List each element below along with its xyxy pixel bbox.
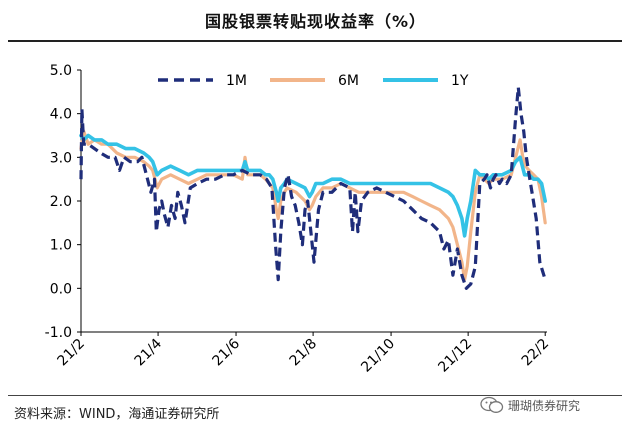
series-line-1y: [79, 133, 547, 238]
y-tick-label: 3.0: [50, 150, 72, 166]
y-tick-label: 4.0: [50, 107, 72, 123]
watermark-text: 珊瑚债券研究: [508, 399, 581, 413]
x-tick-label: 21/6: [210, 336, 244, 370]
chart: -1.00.01.02.03.04.05.021/2 21/4 21/6 21/8 21…: [45, 63, 553, 376]
y-tick-label: 1.0: [50, 238, 72, 254]
wechat-icon: [480, 396, 504, 413]
series-line-6m: [79, 129, 547, 282]
series-layer: [79, 85, 547, 290]
source-note: 资料来源：WIND，海通证券研究所: [14, 407, 220, 422]
series-line-1m: [79, 85, 547, 290]
title-rule: [8, 40, 622, 42]
legend: 1M 6M 1Y: [158, 73, 469, 89]
y-tick-label: 0.0: [50, 281, 72, 297]
legend-label-6m: 6M: [338, 73, 359, 89]
y-tick-label: -1.0: [45, 325, 72, 341]
x-tick-label: 21/12: [435, 336, 475, 376]
x-tick-label: 21/8: [287, 336, 321, 370]
source-rule: [8, 395, 622, 396]
chart-title: 国股银票转贴现收益率（%）: [204, 12, 427, 31]
y-tick-label: 5.0: [50, 63, 72, 79]
x-tick-label: 21/10: [358, 336, 398, 376]
legend-label-1y: 1Y: [451, 73, 469, 89]
x-tick-label: 22/2: [519, 336, 553, 370]
x-tick-label: 21/4: [132, 336, 166, 370]
legend-label-1m: 1M: [226, 73, 247, 89]
y-tick-label: 2.0: [50, 194, 72, 210]
